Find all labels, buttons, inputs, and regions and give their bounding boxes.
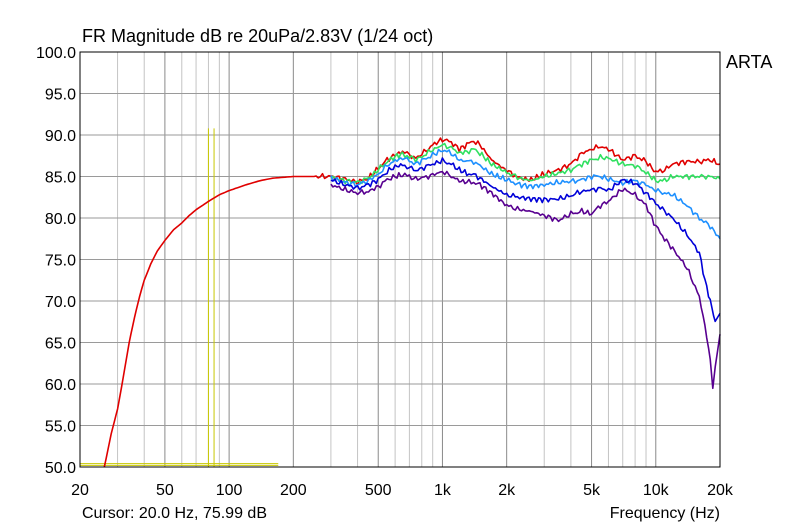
y-tick-label: 70.0 — [45, 294, 76, 311]
y-tick-labels: 100.0 95.0 90.0 85.0 80.0 75.0 70.0 65.0 60.0 55.… — [36, 45, 76, 477]
x-tick-label: 5k — [583, 482, 601, 499]
x-axis-label: Frequency (Hz) — [609, 505, 720, 522]
y-tick-label: 90.0 — [45, 128, 76, 145]
x-tick-label: 100 — [216, 482, 243, 499]
x-tick-label: 20 — [71, 482, 89, 499]
series-line — [330, 157, 721, 323]
arta-brand: ARTA — [726, 52, 773, 72]
x-tick-label: 50 — [156, 482, 174, 499]
y-tick-label: 55.0 — [45, 419, 76, 436]
plot-frame — [79, 51, 721, 468]
series-line — [330, 148, 721, 240]
x-tick-label: 20k — [707, 482, 734, 499]
x-tick-label: 10k — [643, 482, 670, 499]
series-line — [330, 142, 721, 185]
y-tick-label: 95.0 — [45, 87, 76, 104]
cursor-marker-lines — [80, 128, 279, 467]
y-tick-label: 50.0 — [45, 460, 76, 477]
x-tick-label: 500 — [365, 482, 392, 499]
y-tick-label: 100.0 — [36, 45, 76, 62]
grid-major — [79, 51, 721, 468]
series-line — [103, 137, 721, 468]
y-tick-label: 85.0 — [45, 170, 76, 187]
chart-title: FR Magnitude dB re 20uPa/2.83V (1/24 oct… — [82, 26, 434, 46]
y-tick-label: 75.0 — [45, 253, 76, 270]
y-tick-label: 60.0 — [45, 377, 76, 394]
x-tick-labels: 20 50 100 200 500 1k 2k 5k 10k 20k — [71, 482, 734, 499]
x-tick-label: 2k — [498, 482, 516, 499]
y-tick-label: 80.0 — [45, 211, 76, 228]
series-lines — [103, 137, 721, 468]
x-tick-label: 200 — [280, 482, 307, 499]
y-tick-label: 65.0 — [45, 336, 76, 353]
x-tick-label: 1k — [434, 482, 452, 499]
series-line — [330, 170, 721, 390]
cursor-readout: Cursor: 20.0 Hz, 75.99 dB — [82, 505, 267, 522]
